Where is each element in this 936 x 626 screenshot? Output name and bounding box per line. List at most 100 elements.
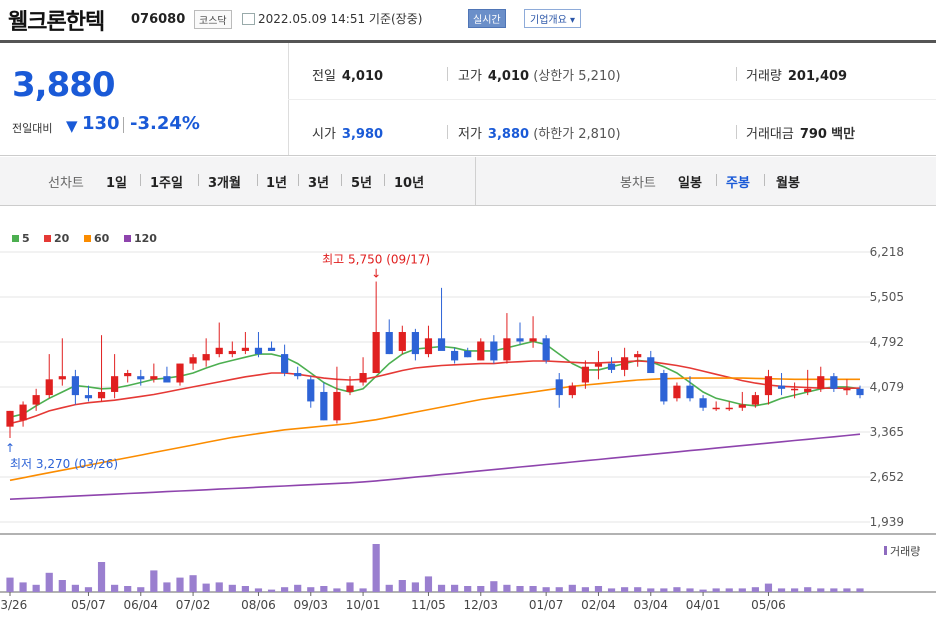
candle-body <box>411 332 419 355</box>
period-3m[interactable]: 3개월 <box>208 176 241 191</box>
open-label: 시가 <box>312 127 336 142</box>
volume-bar <box>58 580 66 592</box>
volume-bar <box>6 577 14 592</box>
candle-body <box>58 376 66 380</box>
volume-bar <box>333 588 341 592</box>
y-tick-label: 6,218 <box>870 245 904 259</box>
volume-bar <box>45 572 53 592</box>
amount-value: 790 <box>799 127 827 142</box>
candle-body <box>137 376 145 380</box>
low-label: 저가 <box>458 127 482 142</box>
period-10y[interactable]: 10년 <box>394 176 425 191</box>
period-1w[interactable]: 1주일 <box>150 176 183 191</box>
lower-limit: (하한가 2,810) <box>533 127 621 142</box>
volume-value: 201,409 <box>787 69 848 84</box>
volume-bar <box>97 562 106 592</box>
ma20-line <box>9 360 860 425</box>
volume-bar <box>163 582 171 592</box>
upper-limit: (상한가 5,210) <box>533 69 621 84</box>
volume-bar <box>856 588 864 592</box>
low-price-note: 최저 3,270 (03/26) <box>10 457 118 471</box>
period-5y[interactable]: 5년 <box>351 176 373 191</box>
candle-daily[interactable]: 일봉 <box>678 176 702 191</box>
candle-body <box>241 347 249 351</box>
period-1y[interactable]: 1년 <box>266 176 288 191</box>
x-tick-label: 11/05 <box>411 598 446 612</box>
low-price: 저가 3,880 (하한가 2,810) <box>458 123 621 142</box>
volume-bar <box>398 580 406 592</box>
period-1d[interactable]: 1일 <box>106 176 128 191</box>
volume-bar <box>621 587 629 592</box>
candle-body <box>751 395 759 405</box>
candle-body <box>84 395 93 399</box>
volume-bar <box>124 586 132 592</box>
candle-body <box>320 391 328 421</box>
realtime-button[interactable]: 실시간 <box>468 9 506 28</box>
company-overview-button[interactable]: 기업개요 ▾ <box>524 9 581 28</box>
legend-swatch <box>12 235 19 242</box>
volume-bar <box>686 588 694 592</box>
volume-bar <box>307 587 315 592</box>
candle-body <box>699 398 707 408</box>
period-divider <box>341 174 342 186</box>
volume-bar <box>791 588 799 592</box>
quote-datetime: 2022.05.09 14:51 기준(장중) <box>258 12 423 26</box>
legend-swatch <box>44 235 51 242</box>
period-divider <box>764 174 765 186</box>
volume-bar <box>607 588 616 592</box>
up-arrow-icon: ↑ <box>5 441 15 455</box>
candle-body <box>307 379 315 402</box>
y-tick-label: 1,939 <box>870 515 904 529</box>
volume-bar <box>464 586 472 592</box>
company-name: 웰크론한텍 <box>8 10 105 35</box>
volume-bar <box>725 588 733 592</box>
candle-body <box>555 379 563 396</box>
period-3y[interactable]: 3년 <box>308 176 330 191</box>
x-tick-label: 12/03 <box>463 598 498 612</box>
candle-body <box>437 338 446 351</box>
candle-body <box>725 407 733 410</box>
volume-bar <box>385 584 393 592</box>
candle-body <box>529 338 537 342</box>
y-tick-label: 4,079 <box>870 380 904 394</box>
open-value: 3,980 <box>341 127 384 142</box>
volume-bar <box>529 586 537 592</box>
low-value: 3,880 <box>487 127 530 142</box>
weekly-candle-chart: 5 20 60 120 6,218 5,505 4,792 4,079 3,365 2,652 1… <box>0 232 936 612</box>
candle-monthly[interactable]: 월봉 <box>776 176 800 191</box>
period-divider <box>140 174 141 186</box>
period-selector-bar: 선차트 1일 1주일 3개월 1년 3년 5년 10년 봉차트 일봉 주봉 월봉 <box>0 157 936 206</box>
candle-body <box>791 388 799 391</box>
ma120-line <box>9 433 861 500</box>
candle-body <box>830 376 838 389</box>
volume-bar <box>424 576 433 592</box>
volume-bar <box>660 588 668 592</box>
volume-bar <box>84 587 93 592</box>
volume-bar <box>699 589 707 592</box>
x-tick-label: 05/07 <box>71 598 106 612</box>
x-tick-label: 02/04 <box>581 598 616 612</box>
period-divider <box>716 174 717 186</box>
down-arrow-icon: ↓ <box>371 267 381 281</box>
volume-bar <box>634 587 642 592</box>
volume-bar <box>176 577 184 592</box>
volume-bar <box>830 588 838 592</box>
volume-bar <box>542 587 550 592</box>
candle-body <box>634 354 642 358</box>
volume-bar <box>111 584 119 592</box>
y-tick-label: 3,365 <box>870 425 904 439</box>
candle-body <box>804 388 812 392</box>
candle-body <box>228 350 236 355</box>
volume-legend-label: 거래량 <box>890 545 920 558</box>
volume-bar <box>19 582 27 592</box>
stock-code: 076080 <box>131 12 186 27</box>
candle-weekly[interactable]: 주봉 <box>726 176 750 191</box>
amount-unit: 백만 <box>831 127 856 142</box>
candle-body <box>856 388 864 396</box>
candle-body <box>163 376 171 383</box>
candle-body <box>817 376 825 389</box>
volume-bars: 거래량 <box>0 533 936 593</box>
volume-bar <box>451 584 459 592</box>
price-grid <box>0 251 870 523</box>
candle-body <box>372 332 380 374</box>
